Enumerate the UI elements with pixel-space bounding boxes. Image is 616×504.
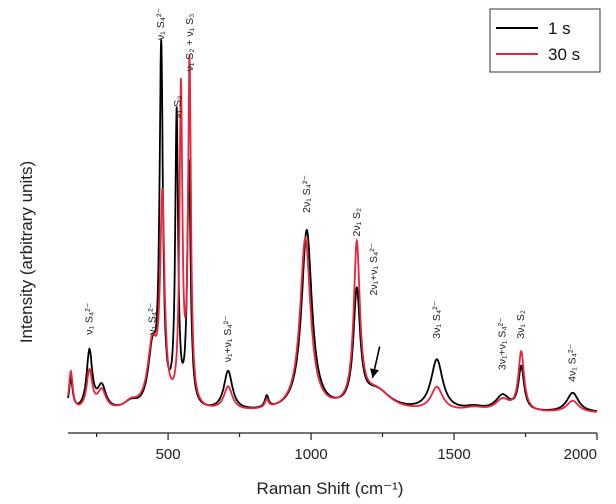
peak-annotation: 2ν₁ S₂ bbox=[351, 208, 363, 237]
series-line-1s bbox=[67, 39, 598, 413]
peak-annotation: 2ν₁+ν₁ S₄²⁻ bbox=[368, 242, 380, 295]
x-ticks-group: 500 1000 1500 2000 bbox=[95, 433, 598, 463]
series-group bbox=[67, 39, 598, 413]
peak-annotation: ν₁ S₃ bbox=[172, 96, 184, 119]
peak-annotation: 2ν₁ S₄²⁻ bbox=[301, 175, 313, 213]
legend-box bbox=[489, 8, 601, 73]
x-tick-label: 500 bbox=[156, 446, 181, 463]
peak-annotation: 3ν₁ S₄²⁻ bbox=[431, 300, 443, 338]
peak-annotation: 4ν₁ S₄²⁻ bbox=[567, 344, 579, 382]
annotation-group: ν₁ S₄²⁻ ν₁ S₄²⁻ ν₁ S₄²⁻ ν₁ S₃ ν₁ S₂ + ν₁ S₃ ν… bbox=[83, 8, 578, 382]
peak-annotation: ν₁ S₄²⁻ bbox=[155, 8, 167, 40]
series-line-30s bbox=[67, 54, 597, 413]
peak-annotation: ν₁ S₂ + ν₁ S₃ bbox=[184, 14, 196, 72]
x-tick-label: 1000 bbox=[294, 446, 327, 463]
x-tick-label: 2000 bbox=[564, 446, 597, 463]
legend-label-1s: 1 s bbox=[548, 19, 571, 38]
peak-annotation: ν₁ S₄²⁻ bbox=[146, 302, 158, 334]
peak-annotation: 3ν₁ S₂ bbox=[515, 310, 527, 339]
peak-annotation: ν₁ S₄²⁻ bbox=[83, 302, 95, 334]
x-axis-title: Raman Shift (cm⁻¹) bbox=[257, 479, 404, 498]
arrow-head bbox=[370, 368, 379, 378]
peak-annotation: 3ν₁+ν₁ S₄²⁻ bbox=[497, 317, 509, 370]
x-tick-label: 1500 bbox=[437, 446, 470, 463]
peak-annotation: ν₁+ν₁ S₄²⁻ bbox=[222, 315, 234, 362]
y-axis-title: Intensity (arbitrary units) bbox=[17, 161, 36, 343]
legend: 1 s 30 s bbox=[489, 8, 601, 73]
legend-label-30s: 30 s bbox=[548, 45, 580, 64]
